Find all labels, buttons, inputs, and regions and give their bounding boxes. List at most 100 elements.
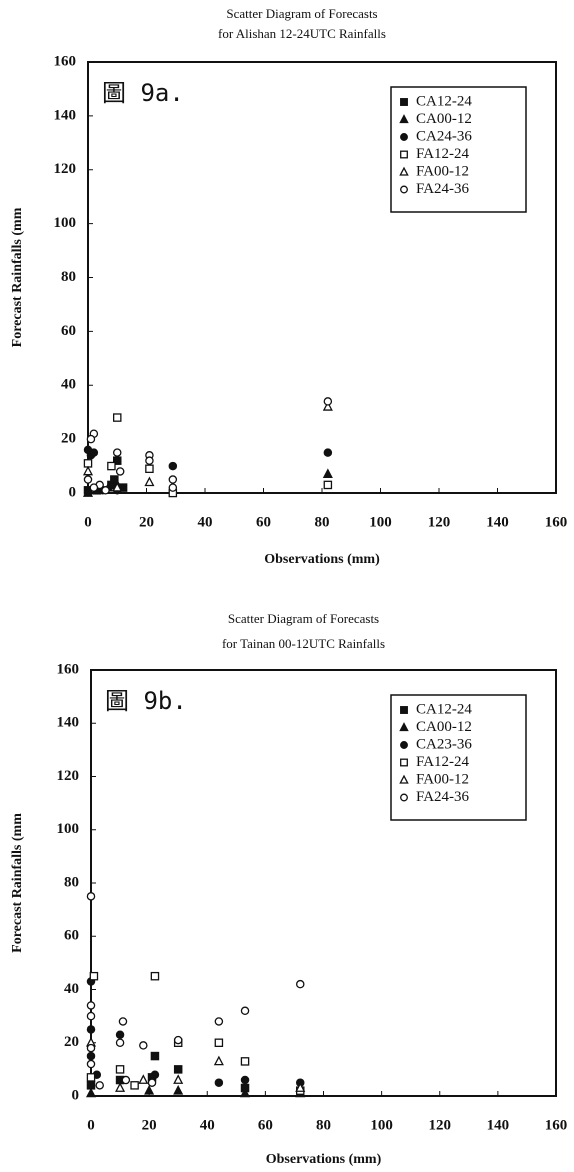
legend-symbol <box>400 150 408 159</box>
point <box>118 1017 128 1026</box>
point <box>323 480 333 490</box>
legend-box <box>390 694 527 821</box>
y-tick-label: 60 <box>64 928 79 944</box>
point <box>86 1059 96 1069</box>
point <box>239 1087 251 1098</box>
point <box>214 1038 224 1048</box>
y-axis-label: Forecast Rainfalls (mm <box>10 207 25 347</box>
point <box>139 1041 148 1050</box>
legend-label: FA24-36 <box>416 181 470 197</box>
point <box>115 467 125 476</box>
legend-symbol <box>400 793 408 802</box>
point <box>240 1075 250 1085</box>
y-tick-label: 20 <box>64 1034 79 1050</box>
point <box>323 397 333 406</box>
point <box>86 1051 96 1061</box>
point <box>82 487 94 497</box>
x-tick-label: 80 <box>316 1117 331 1133</box>
y-tick-label: 40 <box>61 377 76 393</box>
y-tick-label: 40 <box>64 981 79 997</box>
legend-label: FA00-12 <box>416 771 469 787</box>
x-tick-label: 0 <box>84 514 92 530</box>
legend-label: FA24-36 <box>416 789 470 805</box>
point <box>86 892 96 901</box>
point <box>112 481 123 492</box>
y-tick-label: 160 <box>57 661 80 677</box>
point <box>121 1075 131 1085</box>
point <box>168 461 178 471</box>
point <box>95 1081 104 1090</box>
chart-subtitle: for Tainan 00-12UTC Rainfalls <box>222 636 385 651</box>
point <box>144 1084 155 1095</box>
point <box>89 971 99 981</box>
legend-symbol <box>399 166 409 176</box>
point <box>85 1087 97 1098</box>
point <box>101 486 110 495</box>
point <box>86 1073 96 1082</box>
point <box>86 1011 96 1021</box>
point <box>89 448 99 457</box>
chart-title: Scatter Diagram of Forecasts <box>228 611 379 626</box>
x-tick-label: 40 <box>198 514 213 530</box>
point <box>173 1074 184 1084</box>
legend-symbol <box>400 758 408 767</box>
legend-label: CA00-12 <box>416 719 472 735</box>
y-tick-label: 120 <box>54 161 77 177</box>
point <box>168 483 178 492</box>
legend-symbol <box>400 741 408 749</box>
legend-symbol <box>399 722 409 732</box>
y-tick-label: 0 <box>72 1087 80 1103</box>
x-tick-label: 160 <box>545 514 568 530</box>
y-tick-label: 80 <box>61 269 76 285</box>
y-tick-label: 120 <box>57 768 80 784</box>
x-axis-label: Observations (mm) <box>266 1152 382 1167</box>
point <box>240 1057 250 1066</box>
y-tick-label: 160 <box>54 53 77 69</box>
legend-symbol <box>400 98 408 106</box>
point <box>89 483 99 492</box>
y-tick-label: 80 <box>64 874 79 890</box>
legend-symbol <box>400 706 408 714</box>
legend-label: FA12-24 <box>416 146 470 162</box>
y-tick-label: 60 <box>61 323 76 339</box>
legend-label: FA00-12 <box>416 163 469 179</box>
x-tick-label: 120 <box>428 514 451 530</box>
point <box>144 476 155 487</box>
point <box>150 1051 160 1061</box>
point <box>107 461 116 471</box>
x-tick-label: 160 <box>545 1117 568 1133</box>
x-tick-label: 120 <box>429 1117 452 1133</box>
x-tick-label: 80 <box>315 514 330 530</box>
x-tick-label: 140 <box>487 1117 510 1133</box>
legend-label: CA12-24 <box>416 701 472 717</box>
point <box>213 1055 224 1066</box>
point <box>214 1078 224 1087</box>
legend-symbol <box>400 185 408 194</box>
point <box>115 1065 125 1074</box>
y-tick-label: 140 <box>57 715 80 731</box>
y-tick-label: 0 <box>69 484 77 500</box>
legend-label: CA24-36 <box>416 128 472 144</box>
chart-title: Scatter Diagram of Forecasts <box>226 6 377 21</box>
point <box>130 1081 139 1090</box>
point <box>86 1043 96 1053</box>
point <box>295 979 305 989</box>
point <box>322 401 333 411</box>
y-tick-label: 140 <box>54 107 77 123</box>
legend-symbol <box>399 774 409 784</box>
y-axis-label: Forecast Rainfalls (mm <box>10 813 25 953</box>
point <box>147 1078 157 1087</box>
legend-label: CA12-24 <box>416 93 472 109</box>
point <box>168 475 178 484</box>
point <box>173 1035 183 1045</box>
legend-label: CA00-12 <box>416 111 472 127</box>
point <box>214 1017 224 1026</box>
point <box>150 1070 160 1079</box>
point <box>138 1074 149 1084</box>
y-tick-label: 100 <box>57 821 80 837</box>
y-tick-label: 100 <box>54 215 77 231</box>
legend-box <box>390 86 527 213</box>
point <box>86 1001 96 1010</box>
point <box>113 456 122 465</box>
